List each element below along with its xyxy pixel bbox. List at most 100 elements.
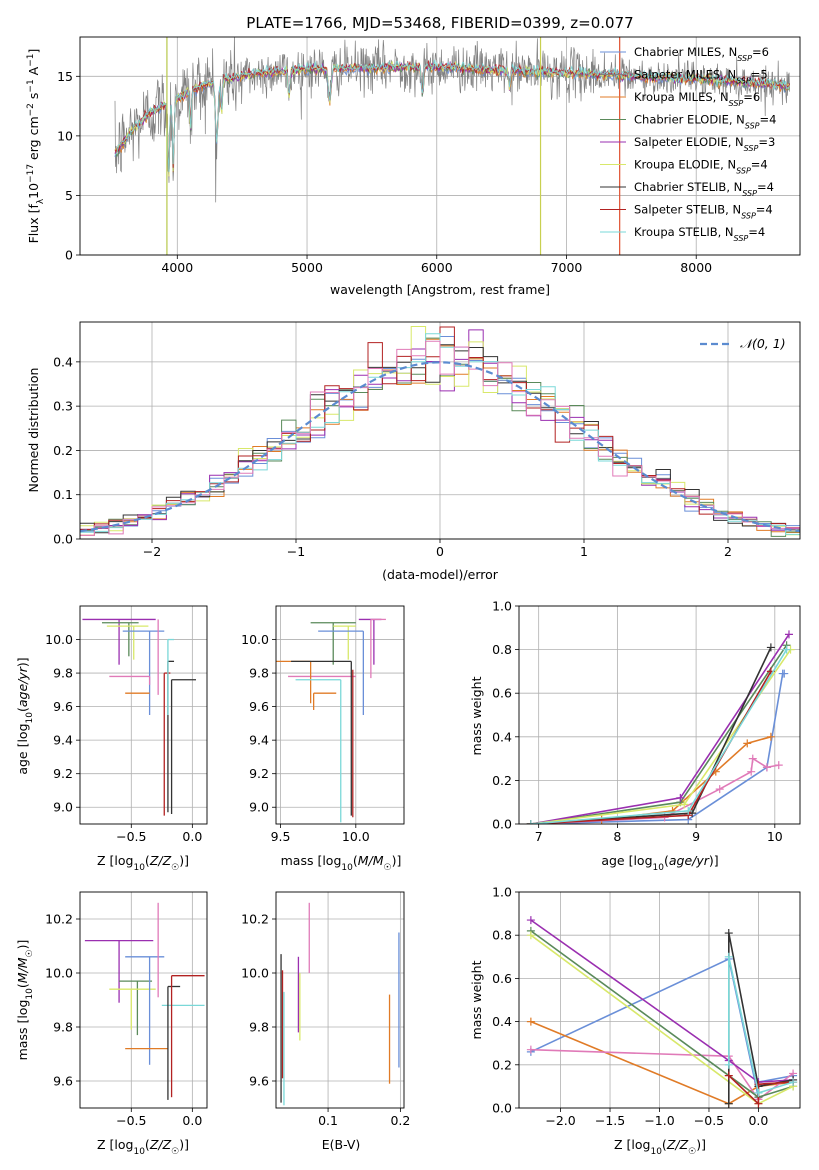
- y-tick-label: 10: [57, 128, 73, 143]
- x-tick-label: 0.0: [748, 1113, 768, 1128]
- legend-label: Salpeter STELIB, NSSP=4: [634, 203, 773, 221]
- y-tick-label: 0.8: [492, 928, 512, 943]
- massweight-marker: [724, 952, 733, 961]
- spectrum-model-line: [114, 59, 790, 173]
- legend-label: Kroupa ELODIE, NSSP=4: [634, 158, 768, 176]
- massweight-series-line: [530, 671, 772, 824]
- panel-massweight_vs_age: 7 8 9 10 0.0 0.2 0.4 0.6 0.8 1.0: [492, 599, 801, 844]
- y-tick-label: 0.8: [492, 642, 512, 657]
- x-tick-label: 0.0: [182, 1113, 202, 1128]
- y-tick-label: 10.2: [45, 912, 73, 927]
- x-tick-label: 8000: [680, 260, 712, 275]
- massweight-series-line: [530, 644, 788, 824]
- y-tick-label: 0.4: [492, 1014, 512, 1029]
- massweight-marker: [754, 1088, 763, 1097]
- figure-title: PLATE=1766, MJD=53468, FIBERID=0399, z=0…: [246, 14, 633, 32]
- y-tick-label: 10.2: [241, 912, 269, 927]
- x-tick-label: 9: [692, 829, 700, 844]
- x-tick-label: 1: [580, 544, 588, 559]
- massweight-series-line: [530, 919, 794, 1083]
- x-tick-label: 4000: [161, 260, 193, 275]
- residual-histogram-step: [80, 340, 800, 536]
- x-tick-label: −0.5: [116, 829, 146, 844]
- massweight-marker: [780, 669, 789, 678]
- massweight-marker: [766, 732, 775, 741]
- y-tick-label: 0.1: [53, 487, 73, 502]
- y-tick-label: 9.4: [249, 733, 269, 748]
- y-tick-label: 10.0: [241, 966, 269, 981]
- massweight-Z-xlabel: Z [log10(Z/Z☉)]: [614, 1137, 706, 1157]
- y-tick-label: 0.0: [492, 817, 512, 832]
- plot-area: [526, 916, 798, 1108]
- y-tick-label: 5: [65, 188, 73, 203]
- massweight-marker: [526, 820, 535, 824]
- x-tick-label: −1.5: [595, 1113, 625, 1128]
- legend-label: Chabrier STELIB, NSSP=4: [634, 180, 774, 198]
- y-tick-label: 9.0: [53, 800, 73, 815]
- y-tick-label: 1.0: [492, 599, 512, 614]
- y-tick-label: 9.6: [53, 699, 73, 714]
- y-tick-label: 0.3: [53, 399, 73, 414]
- histogram-xlabel: (data-model)/error: [382, 567, 499, 582]
- massweight-marker: [526, 1045, 535, 1054]
- x-tick-label: 7000: [551, 260, 583, 275]
- plot-area: [114, 37, 791, 255]
- massweight-marker: [680, 800, 689, 809]
- y-tick-label: 0: [65, 248, 73, 263]
- massweight-marker: [747, 767, 756, 776]
- x-tick-label: 7: [535, 829, 543, 844]
- x-tick-label: 0.0: [182, 829, 202, 844]
- x-tick-label: 0: [436, 544, 444, 559]
- x-tick-label: 8: [613, 829, 621, 844]
- age-vs-Z-xlabel: Z [log10(Z/Z☉)]: [97, 853, 189, 873]
- axes-frame: [79, 605, 208, 825]
- massweight-series-line: [530, 1048, 794, 1101]
- massweight-marker: [748, 754, 757, 763]
- y-tick-label: 0.6: [492, 971, 512, 986]
- panel-residuals: −2 −1 0 1 2 0.0 0.1 0.2 0.3 0.4: [53, 321, 801, 559]
- x-tick-label: 0.1: [318, 1113, 338, 1128]
- axes-frame: [518, 605, 801, 825]
- axes-frame: [275, 605, 405, 825]
- plot-area: [526, 630, 795, 824]
- massweight-marker: [784, 630, 793, 639]
- age-vs-Z-ylabel: age [log10(age/yr)]: [15, 657, 35, 774]
- massweight-age-xlabel: age [log10(age/yr)]: [601, 853, 718, 873]
- massweight-Z-ylabel: mass weight: [469, 960, 484, 1039]
- y-tick-label: 0.4: [53, 354, 73, 369]
- massweight-marker: [789, 1078, 798, 1087]
- massweight-marker: [774, 761, 783, 770]
- x-tick-label: 5000: [291, 260, 323, 275]
- legend-label: Salpeter MILES, NSSP=5: [634, 68, 768, 86]
- spectrum-xlabel: wavelength [Angstrom, rest frame]: [330, 282, 550, 297]
- massweight-marker: [724, 929, 733, 938]
- massweight-series-line: [530, 1020, 794, 1105]
- axes-frame: [275, 891, 405, 1109]
- x-tick-label: 9.5: [271, 829, 291, 844]
- massweight-age-ylabel: mass weight: [469, 676, 484, 755]
- plot-area: [280, 902, 400, 1106]
- massweight-marker: [526, 1017, 535, 1026]
- spectrum-ylabel: Flux [fλ10−17 erg cm−2 s−1 A−1]: [26, 49, 46, 244]
- massweight-marker: [754, 1099, 763, 1108]
- massweight-marker: [526, 931, 535, 940]
- legend-label: 𝒩(0, 1): [740, 336, 786, 351]
- y-tick-label: 9.0: [249, 800, 269, 815]
- massweight-series-line: [530, 633, 790, 824]
- y-tick-label: 9.6: [53, 1074, 73, 1089]
- panel-massweight_vs_Z: −2.0 −1.5 −1.0 −0.5 0.0 0.0 0.2 0.4 0.6 0.8 1.0: [492, 885, 801, 1128]
- mass-vs-ebv-xlabel: E(B-V): [322, 1137, 361, 1152]
- panel-mass_vs_Z: −0.5 0.0 9.6 9.8 10.0 10.2: [45, 891, 208, 1128]
- panel-spectrum: 4000 5000 6000 7000 8000 0 5 10 15: [57, 36, 801, 275]
- x-tick-label: −1: [287, 544, 305, 559]
- legend-label: Salpeter ELODIE, NSSP=3: [634, 135, 775, 153]
- massweight-marker: [724, 1071, 733, 1080]
- y-tick-label: 10.0: [45, 966, 73, 981]
- y-tick-label: 9.2: [53, 766, 73, 781]
- y-tick-label: 1.0: [492, 885, 512, 900]
- y-tick-label: 0.2: [53, 443, 73, 458]
- age-vs-mass-xlabel: mass [log10(M/M☉)]: [281, 853, 402, 873]
- y-tick-label: 9.8: [249, 666, 269, 681]
- y-tick-label: 0.6: [492, 686, 512, 701]
